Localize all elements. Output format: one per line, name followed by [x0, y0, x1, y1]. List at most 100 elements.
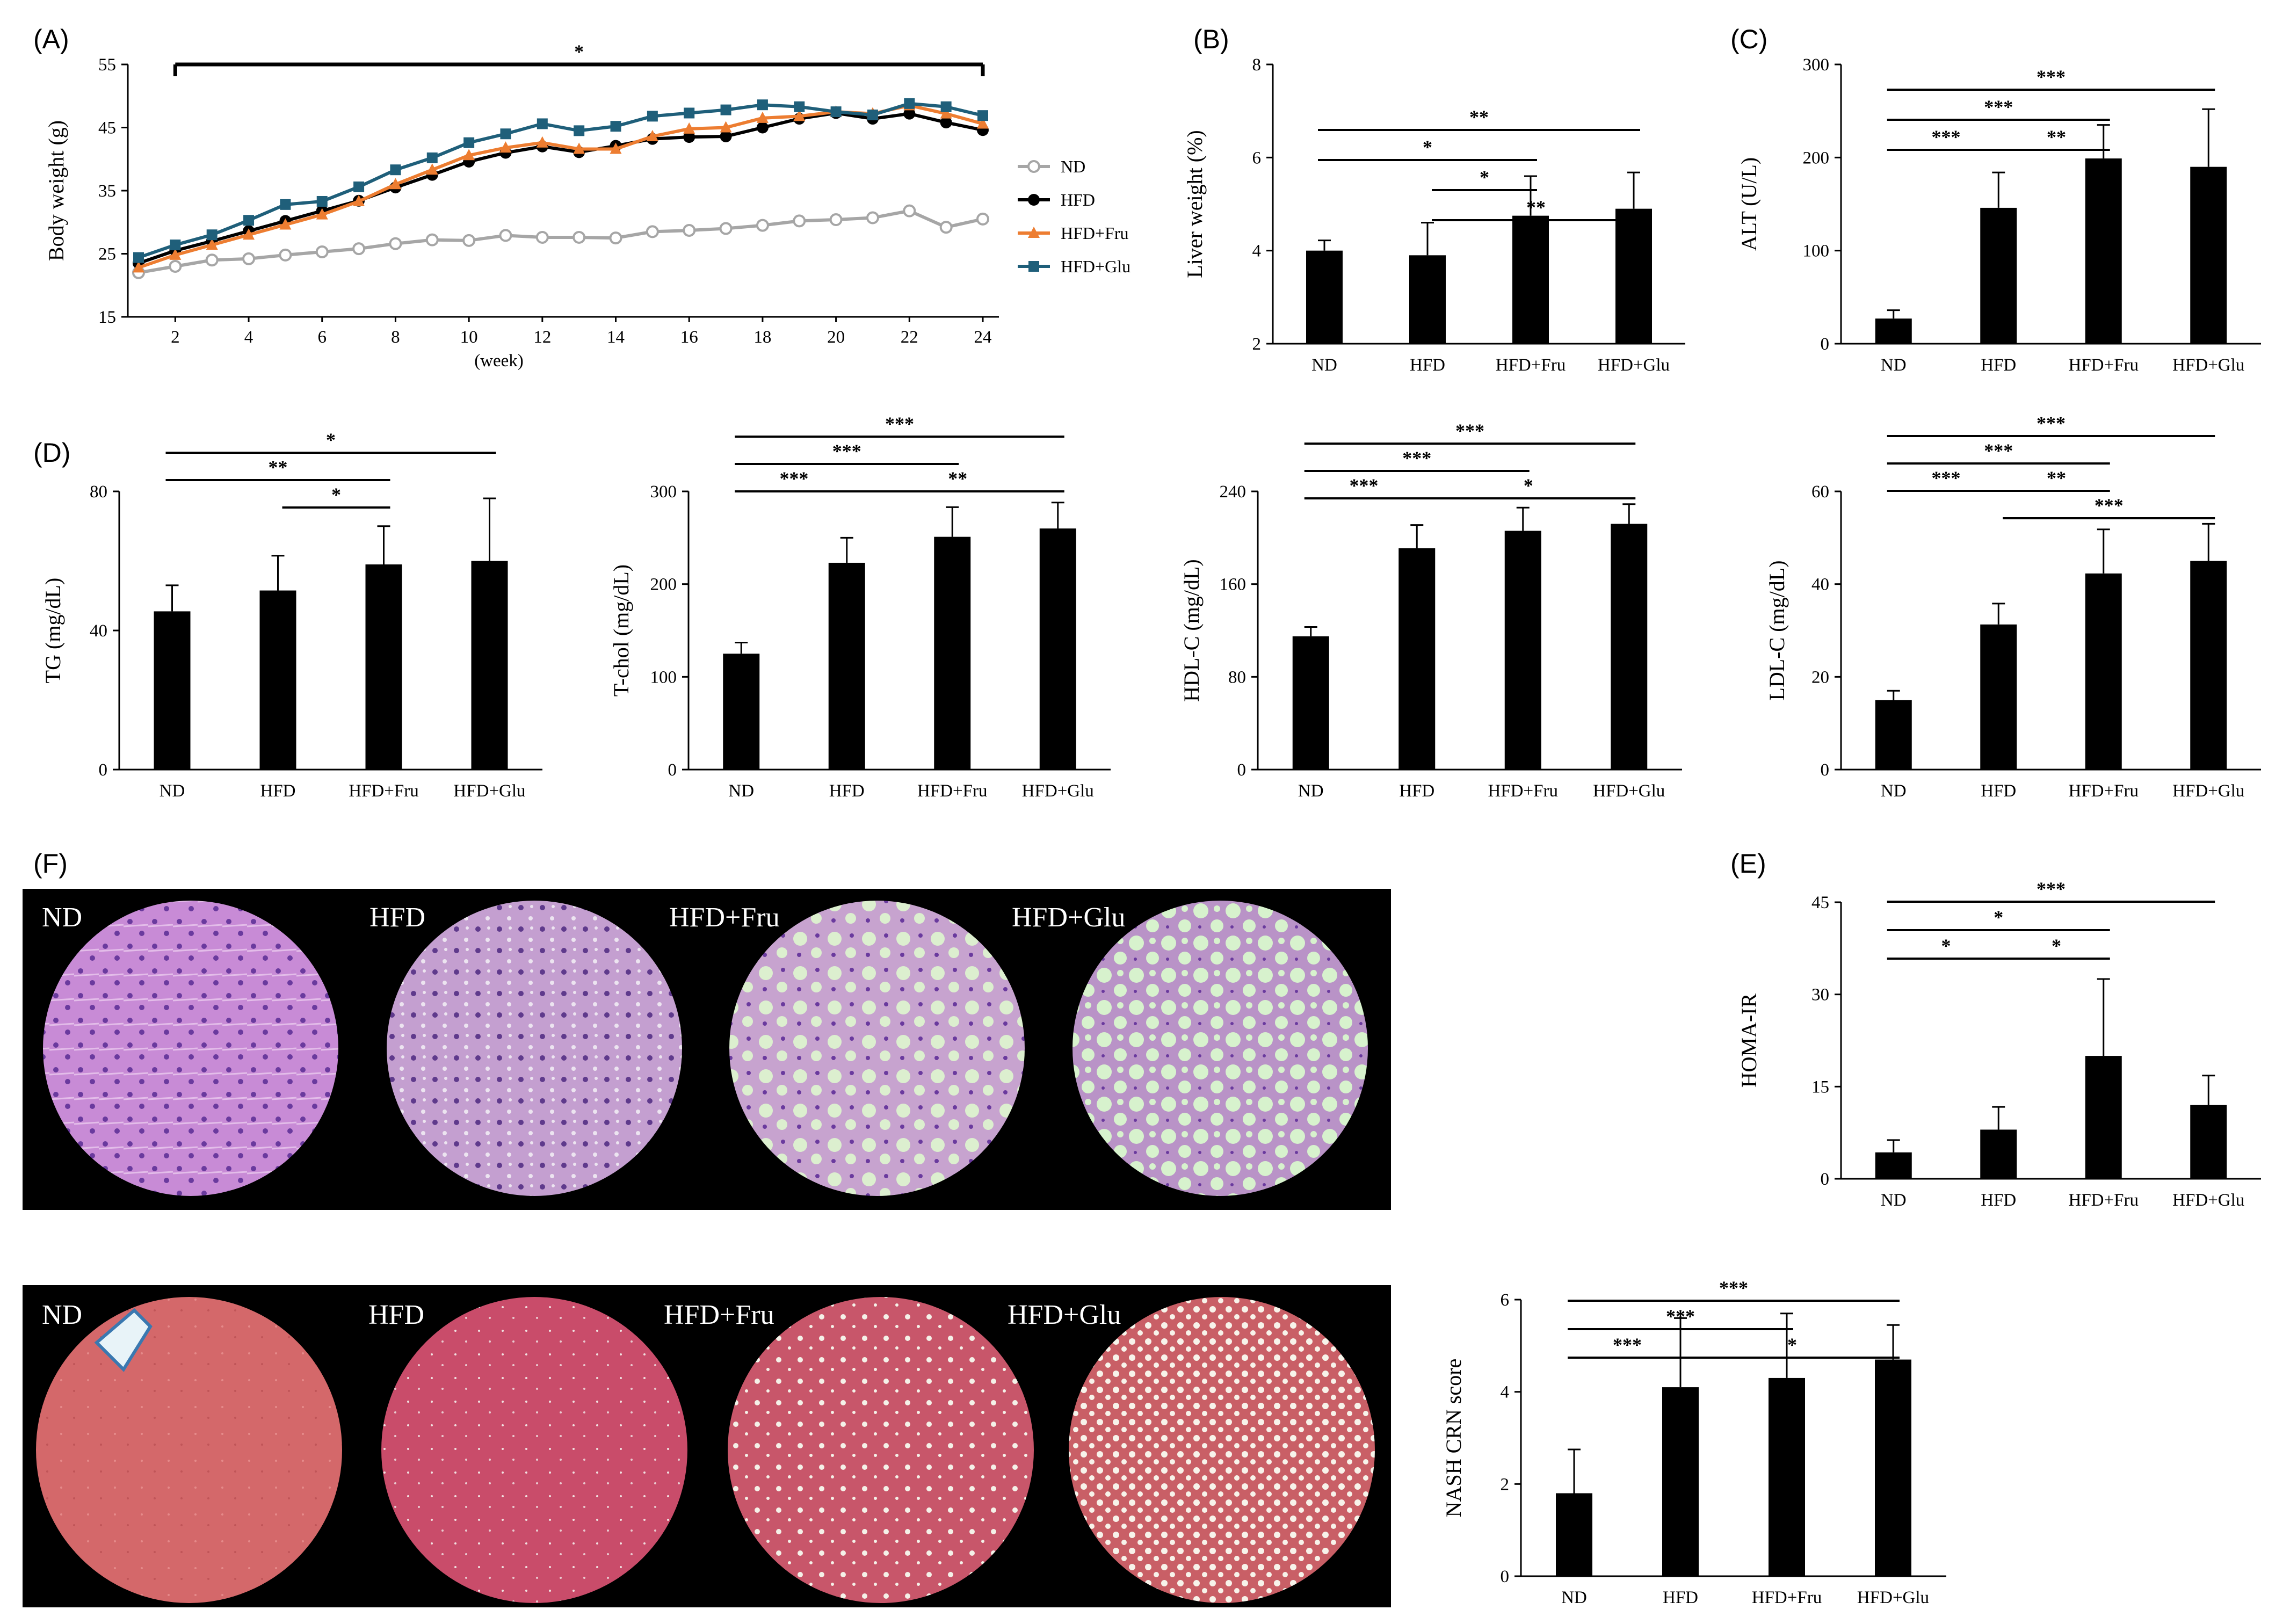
- bar-hfd: [259, 590, 296, 770]
- y-tick-label: 40: [1811, 575, 1829, 595]
- x-tick-label: HFD+Fru: [2069, 1191, 2139, 1210]
- data-point: [353, 194, 365, 206]
- y-tick-label: 55: [98, 55, 116, 75]
- data-point: [315, 245, 329, 258]
- x-tick-label: HFD+Glu: [1598, 356, 1670, 375]
- y-tick-label: 0: [1821, 1170, 1830, 1189]
- x-tick-label: HFD+Glu: [2172, 356, 2244, 375]
- x-tick-label: 16: [680, 328, 698, 347]
- bar-hfd-glu: [1875, 1359, 1911, 1576]
- data-point: [243, 228, 255, 240]
- he-label-hfd-glu: HFD+Glu: [1012, 902, 1125, 933]
- bar-hfd: [1662, 1387, 1699, 1576]
- y-tick-label: 6: [1501, 1291, 1510, 1310]
- he-label-hfd: HFD: [369, 902, 425, 933]
- y-tick-label: 160: [1220, 575, 1247, 595]
- bar-hfd-fru: [1504, 531, 1541, 770]
- trichrome-image-nd: [36, 1297, 342, 1603]
- trichrome-vessel: [94, 1308, 153, 1372]
- significance-label: *: [1524, 475, 1533, 496]
- data-point: [757, 99, 768, 111]
- panel-label-e: (E): [1730, 849, 1766, 879]
- data-point: [720, 121, 732, 133]
- legend-label: ND: [1061, 157, 1085, 176]
- data-point: [389, 237, 402, 250]
- bar-hfd-fru: [1512, 215, 1549, 344]
- x-tick-label: HFD: [1663, 1588, 1698, 1607]
- data-point: [316, 195, 328, 207]
- x-tick-label: ND: [1881, 356, 1907, 375]
- y-tick-label: 80: [1228, 668, 1246, 687]
- data-point: [170, 240, 181, 251]
- data-point: [425, 233, 439, 247]
- data-point: [683, 131, 695, 143]
- x-tick-label: HFD: [1981, 781, 2016, 801]
- data-point: [500, 128, 511, 140]
- data-point: [279, 248, 292, 262]
- data-point: [646, 225, 659, 238]
- x-tick-label: 10: [460, 328, 478, 347]
- data-point: [242, 252, 256, 265]
- bar-nd: [1556, 1493, 1592, 1576]
- data-point: [316, 208, 328, 220]
- data-point: [205, 253, 219, 267]
- y-tick-label: 0: [668, 760, 677, 780]
- liver-weight-bar-chart: 2 4 6 8 Liver weight (%) ND HFD HFD+Fru HFD+Glu *…: [1183, 55, 1685, 375]
- alt-bar-chart: 0 100 200 300 ALT (U/L) ND HFD HFD+Fru HFD+Glu **…: [1737, 55, 2261, 375]
- data-point: [426, 152, 438, 163]
- significance-label: ***: [1455, 420, 1484, 441]
- significance-label: *: [1480, 166, 1489, 188]
- y-tick-label: 20: [1811, 668, 1829, 687]
- significance-label: *: [1423, 136, 1432, 158]
- x-tick-label: 2: [171, 328, 180, 347]
- legend-marker: [1028, 227, 1040, 238]
- significance-label: ***: [1932, 467, 1961, 489]
- data-point: [280, 199, 291, 210]
- data-point: [609, 231, 622, 245]
- data-point: [977, 117, 989, 129]
- significance-label: ***: [780, 468, 809, 489]
- data-point: [133, 252, 144, 263]
- y-tick-label: 300: [1803, 55, 1830, 75]
- y-axis-label: T-chol (mg/dL): [609, 564, 633, 697]
- bar-nd: [723, 654, 760, 770]
- significance-label: *: [331, 484, 341, 505]
- bar-hfd: [1980, 1129, 2017, 1179]
- bar-nd: [1306, 250, 1343, 344]
- bar-hfd-fru: [934, 536, 971, 770]
- data-point: [536, 136, 548, 148]
- x-tick-label: HFD+Fru: [349, 781, 418, 801]
- bar-nd: [1875, 700, 1912, 770]
- data-point: [426, 163, 438, 175]
- bar-hfd-glu: [2190, 1105, 2227, 1179]
- panel-label-c: (C): [1730, 24, 1767, 54]
- data-point: [646, 129, 658, 141]
- y-tick-label: 15: [1811, 1077, 1829, 1097]
- legend-label: HFD+Glu: [1061, 257, 1130, 276]
- bar-hfd-glu: [471, 561, 508, 770]
- data-point: [939, 221, 953, 234]
- bar-hfd: [1398, 548, 1436, 770]
- data-point: [206, 229, 218, 241]
- data-point: [756, 121, 769, 134]
- trichrome-image-hfd: [381, 1297, 687, 1603]
- y-tick-label: 200: [1803, 148, 1830, 168]
- y-axis-label: NASH CRN score: [1441, 1359, 1466, 1518]
- data-point: [463, 137, 475, 148]
- x-tick-label: HFD+Fru: [1488, 781, 1558, 801]
- x-tick-label: HFD+Fru: [2069, 781, 2139, 801]
- data-point: [610, 121, 621, 132]
- data-point: [279, 218, 292, 230]
- x-tick-label: ND: [728, 781, 754, 801]
- data-point: [793, 110, 806, 121]
- y-axis-label: Liver weight (%): [1183, 130, 1207, 278]
- y-tick-label: 6: [1252, 148, 1262, 168]
- y-tick-label: 4: [1501, 1383, 1510, 1402]
- data-point: [573, 142, 585, 154]
- y-tick-label: 0: [1237, 760, 1247, 780]
- x-tick-label: 22: [901, 328, 918, 347]
- x-tick-label: 6: [317, 328, 327, 347]
- bar-hfd: [1980, 207, 2017, 344]
